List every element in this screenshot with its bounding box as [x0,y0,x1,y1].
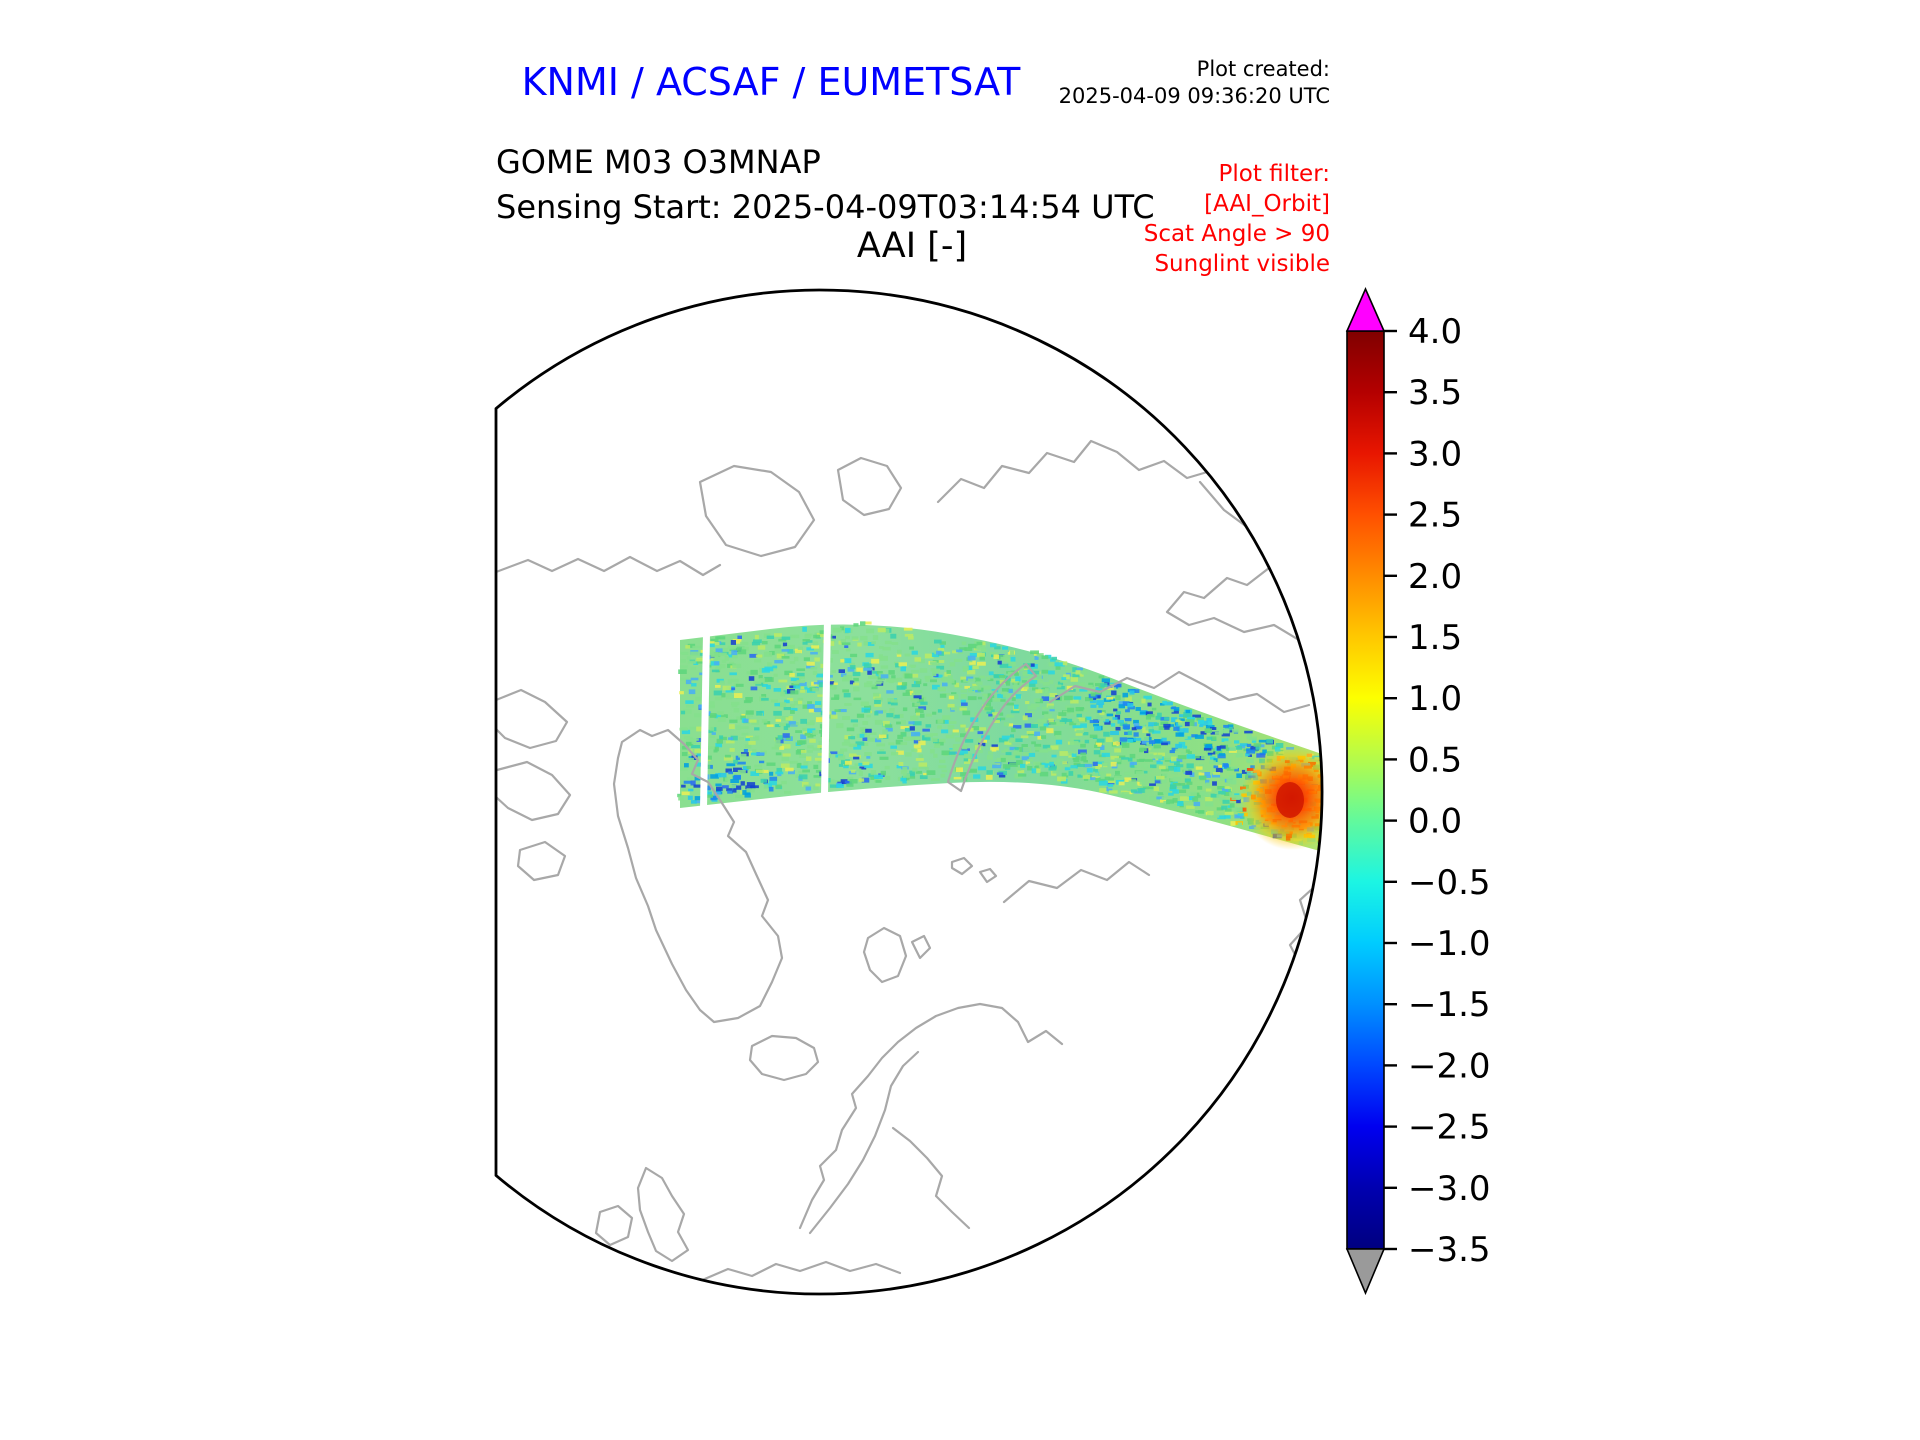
swath-seam [700,632,710,810]
colorbar-gradient-bar [1346,330,1385,1250]
colorbar-tick-label: −3.5 [1408,1230,1491,1270]
plot-title: KNMI / ACSAF / EUMETSAT [521,60,1021,104]
product-block: GOME M03 O3MNAP Sensing Start: 2025-04-0… [496,140,1155,231]
map-boundary [494,288,1324,1296]
colorbar-tick-label: −3.0 [1408,1169,1491,1209]
plot-created-label: Plot created: [1196,57,1330,81]
colorbar-tick-label: 0.0 [1408,802,1462,842]
plot-created-value: 2025-04-09 09:36:20 UTC [1058,84,1330,109]
colorbar-tick-label: 1.5 [1408,618,1462,658]
map-background [496,290,1323,1295]
colorbar-tick-label: 2.5 [1408,496,1462,536]
colorbar-tick-label: 4.0 [1408,312,1462,352]
plot-created: Plot created: 2025-04-09 09:36:20 UTC [1059,56,1330,111]
plot-filter-note: Plot filter: [AAI_Orbit] Scat Angle > 90… [1144,160,1330,280]
colorbar-tick-label: 3.0 [1408,434,1462,474]
colorbar-tick-label: 0.5 [1408,740,1462,780]
colorbar-tick-label: −2.0 [1408,1046,1491,1086]
coastlines [496,439,1323,1283]
colorbar-tick-label: 1.0 [1408,679,1462,719]
colorbar-tick-label: −0.5 [1408,863,1491,903]
map-content [496,439,1323,1283]
filter-line-3: Sunglint visible [1154,250,1330,277]
sensing-start: Sensing Start: 2025-04-09T03:14:54 UTC [496,188,1155,227]
filter-title: Plot filter: [1218,161,1330,187]
colorbar-tick-label: −2.5 [1408,1108,1491,1148]
colorbar: 4.0 3.5 3.0 2.5 2.0 1.5 1.0 0.5 0.0 −0.5 −1.0 −1.5 −… [1345,287,1491,1296]
filter-line-2: Scat Angle > 90 [1143,220,1330,247]
colorbar-tick-label: −1.0 [1408,924,1491,964]
colorbar-over-arrow [1345,287,1386,332]
variable-label: AAI [-] [856,226,968,266]
colorbar-tick-label: 2.0 [1408,557,1462,597]
colorbar-under-arrow [1345,1248,1386,1296]
colorbar-tick-label: 3.5 [1408,373,1462,413]
swath-seam [821,618,831,796]
product-name: GOME M03 O3MNAP [496,143,821,181]
colorbar-tick-label: −1.5 [1408,985,1491,1025]
filter-line-1: [AAI_Orbit] [1204,190,1330,217]
